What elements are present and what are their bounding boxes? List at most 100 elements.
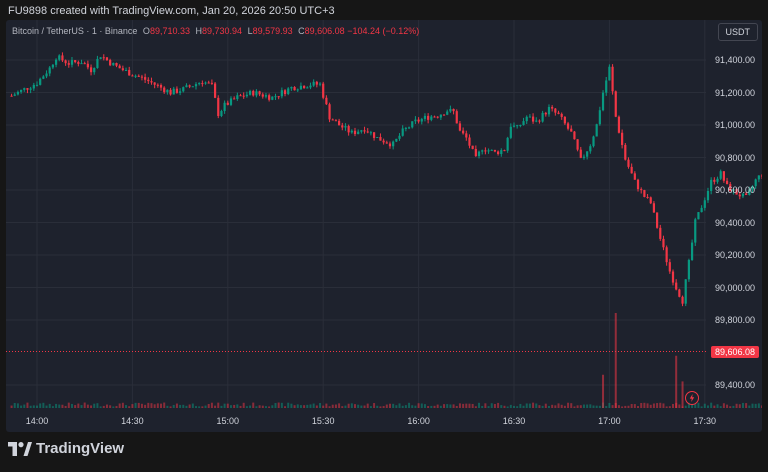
volume-bar [67,402,70,408]
candle-body [621,132,624,145]
volume-bar [691,404,694,408]
bolt-icon[interactable] [685,391,699,405]
candle-body [213,83,217,98]
chart-credit: FU9898 created with TradingView.com, Jan… [8,5,335,17]
volume-bar [417,403,420,408]
candle-body [512,125,516,127]
candle-body [436,116,439,118]
volume-bar [280,402,283,408]
volume-bar [493,404,496,408]
candle-body [579,149,582,158]
volume-bar [443,404,446,408]
candle-body [745,193,748,195]
candle-body [150,81,153,83]
candle-body [595,124,598,137]
volume-bar [757,403,760,408]
high-value: 89,730.94 [202,26,243,36]
volume-bar [761,405,762,408]
volume-bar [579,405,582,408]
candle-body [481,150,484,152]
volume-bar [436,404,439,408]
volume-spike [681,381,684,408]
volume-bar [373,403,376,408]
candle-body [93,67,96,73]
candle-body [328,104,331,120]
volume-bar [23,404,26,408]
volume-bar [134,402,137,408]
volume-bar [258,405,261,408]
volume-bar [144,404,147,408]
volume-bar [567,402,570,408]
volume-bar [544,403,547,408]
volume-bar [617,405,620,408]
volume-bar [137,402,140,408]
volume-bar [414,405,417,408]
volume-bar [665,406,668,408]
volume-bar [745,403,748,408]
volume-bar [662,403,665,408]
candle-body [525,116,528,122]
candle-body [86,63,89,68]
volume-bar [474,406,477,408]
volume-bar [605,406,608,408]
candle-body [334,120,338,122]
chart-plot-area[interactable] [6,20,762,432]
low-label: L [247,26,253,36]
volume-bar [131,404,134,408]
volume-bar [535,403,538,408]
open-label: O [142,26,150,36]
candle-body [54,59,58,65]
candle-body [471,145,474,149]
volume-bar [611,405,614,408]
candle-body [179,91,182,93]
chart-panel[interactable]: Bitcoin / TetherUS · 1 · Binance O89,710… [6,20,762,432]
candle-body [188,85,191,87]
currency-button[interactable]: USDT [717,23,758,41]
volume-bar [169,406,172,408]
volume-bar [547,405,550,408]
volume-bar [140,403,143,408]
volume-spike [602,374,605,408]
candle-body [42,76,45,79]
candle-body [503,150,506,152]
volume-bar [156,403,159,408]
candle-body [109,60,112,66]
candle-body [182,87,185,92]
candle-body [10,95,13,97]
symbol-label[interactable]: Bitcoin / TetherUS · 1 · Binance [12,26,138,36]
volume-bar [93,403,96,408]
volume-bar [395,405,398,408]
candle-body [455,111,458,124]
tradingview-logo[interactable]: TradingView [8,440,124,457]
candle-body [357,131,360,135]
candle-body [614,91,617,117]
volume-bar [325,403,328,408]
high-label: H [195,26,203,36]
candle-body [290,87,293,89]
volume-bar [576,405,579,408]
volume-bar [646,403,649,408]
volume-bar [64,405,67,408]
volume-bar [649,404,652,408]
candle-body [713,179,716,182]
candle-body [652,203,656,213]
volume-bar [398,403,401,408]
candle-body [497,151,500,155]
candle-body [735,189,738,195]
volume-bar [706,405,709,408]
candle-body [121,68,124,71]
volume-bar [551,404,554,408]
volume-bar [608,402,611,408]
volume-bar [105,404,108,408]
candle-body [732,189,735,192]
candle-body [23,88,26,90]
candle-body [449,108,452,112]
volume-bar [70,403,73,408]
candle-body [156,84,159,86]
candle-body [331,119,334,121]
volume-bar [732,405,735,408]
volume-bar [245,406,248,408]
candle-body [201,83,204,85]
volume-bar [96,403,99,408]
candle-body [725,180,729,185]
